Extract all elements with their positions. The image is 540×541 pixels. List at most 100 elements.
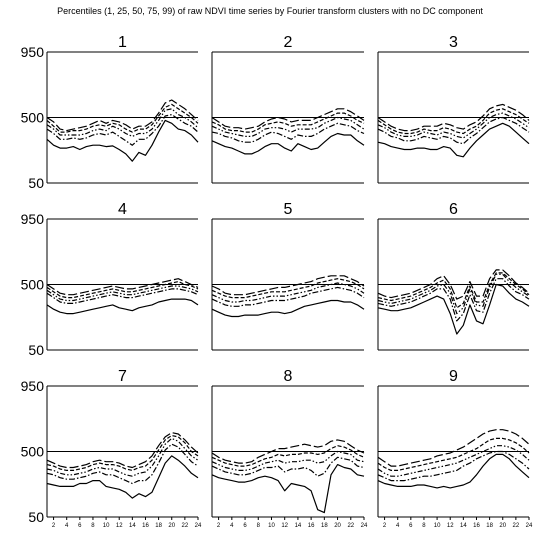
panel-4: 4 950 500 50 [21, 201, 199, 358]
series-line-long-dash [211, 108, 365, 130]
series-line-dash [46, 434, 199, 471]
x-tick-label: 18 [321, 523, 328, 529]
panel-6: 6 [377, 201, 530, 351]
panel-title: 9 [449, 368, 458, 385]
series-line-long-dash [377, 269, 530, 300]
series-line-long-dash [46, 432, 199, 469]
x-tick-label: 20 [168, 523, 175, 529]
series-line-dash-dot [377, 278, 530, 322]
x-tick-label: 6 [78, 523, 82, 529]
series-line-long-dash [211, 439, 365, 464]
x-tick-label: 4 [396, 523, 400, 529]
x-tick-label: 2 [52, 523, 56, 529]
panel-title: 8 [284, 368, 293, 385]
y-tick-label: 950 [21, 211, 45, 227]
series-line-long-dash [377, 429, 530, 467]
x-tick-label: 6 [409, 523, 413, 529]
series-line-dash [377, 108, 530, 135]
x-tick-label: 14 [129, 523, 136, 529]
series-line-dash-dot [46, 113, 199, 146]
x-tick-label: 12 [116, 523, 123, 529]
series-line-long-dash [46, 99, 199, 132]
series-line-solid [46, 455, 199, 499]
x-tick-label: 4 [230, 523, 234, 529]
panel-title: 7 [118, 368, 127, 385]
x-tick-label: 22 [182, 523, 189, 529]
x-tick-label: 24 [526, 523, 533, 529]
panel-1: 1 950 500 50 [21, 34, 199, 191]
series-line-dash-dot-dot [211, 282, 365, 303]
figure-title: Percentiles (1, 25, 50, 75, 99) of raw N… [57, 6, 483, 16]
series-line-dash [377, 272, 530, 309]
series-line-solid [46, 298, 199, 315]
series-line-solid [377, 453, 530, 489]
x-tick-label: 16 [473, 523, 480, 529]
x-tick-label: 22 [513, 523, 520, 529]
x-tick-label: 20 [499, 523, 506, 529]
x-tick-label: 24 [195, 523, 202, 529]
panel-8: 82 4 6 8 10 12 14 16 18 20 22 24 [211, 368, 368, 529]
series-line-solid [211, 132, 365, 155]
x-tick-label: 18 [486, 523, 493, 529]
series-line-solid [46, 119, 199, 162]
x-tick-label: 22 [347, 523, 354, 529]
series-line-solid [211, 464, 365, 514]
series-line-dash-dot [211, 456, 365, 477]
series-line-dash [46, 281, 199, 299]
y-tick-label: 500 [21, 110, 45, 126]
x-tick-label: 6 [243, 523, 247, 529]
x-tick-label: 16 [142, 523, 149, 529]
series-line-solid [377, 122, 530, 158]
series-line-dash-dot-dot [211, 450, 365, 471]
y-tick-label: 500 [21, 277, 45, 293]
panel-title: 3 [449, 34, 458, 51]
series-line-long-dash [211, 275, 365, 296]
series-line-dash-dot [46, 443, 199, 485]
x-tick-label: 10 [103, 523, 110, 529]
series-line-solid [377, 283, 530, 335]
x-tick-label: 10 [434, 523, 441, 529]
series-line-solid [211, 299, 365, 318]
series-line-dash-dot [211, 286, 365, 307]
x-tick-label: 20 [334, 523, 341, 529]
x-tick-label: 8 [257, 523, 261, 529]
y-tick-label: 50 [28, 509, 44, 525]
panel-title: 5 [284, 201, 293, 218]
x-tick-label: 8 [422, 523, 426, 529]
y-tick-label: 500 [21, 444, 45, 460]
y-tick-label: 50 [28, 342, 44, 358]
x-tick-label: 4 [65, 523, 69, 529]
y-tick-label: 950 [21, 44, 45, 60]
y-tick-label: 50 [28, 175, 44, 191]
x-tick-label: 2 [383, 523, 387, 529]
series-line-dash-dot [377, 450, 530, 482]
x-tick-label: 14 [460, 523, 467, 529]
series-line-dash-dot-dot [46, 285, 199, 302]
x-tick-label: 24 [361, 523, 368, 529]
series-line-long-dash [377, 103, 530, 132]
panel-2: 2 [211, 34, 365, 184]
x-tick-label: 14 [295, 523, 302, 529]
panel-5: 5 [211, 201, 365, 351]
x-tick-label: 10 [268, 523, 275, 529]
series-line-dash [46, 103, 199, 133]
series-line-dash-dot-dot [46, 437, 199, 477]
x-tick-label: 12 [447, 523, 454, 529]
panel-title: 6 [449, 201, 458, 218]
x-tick-label: 8 [91, 523, 95, 529]
series-line-dash [211, 112, 365, 133]
series-line-dash-dot-dot [46, 108, 199, 137]
x-tick-label: 16 [308, 523, 315, 529]
x-tick-label: 2 [217, 523, 221, 529]
series-line-dash [211, 445, 365, 467]
panel-9: 92 4 6 8 10 12 14 16 18 20 22 24 [377, 368, 533, 529]
series-line-dash-dot [46, 288, 199, 304]
series-line-dash-dot-dot [211, 116, 365, 137]
y-tick-label: 950 [21, 378, 45, 394]
series-line-dash [211, 278, 365, 299]
panel-title: 1 [118, 34, 127, 51]
series-line-dash-dot-dot [377, 273, 530, 315]
